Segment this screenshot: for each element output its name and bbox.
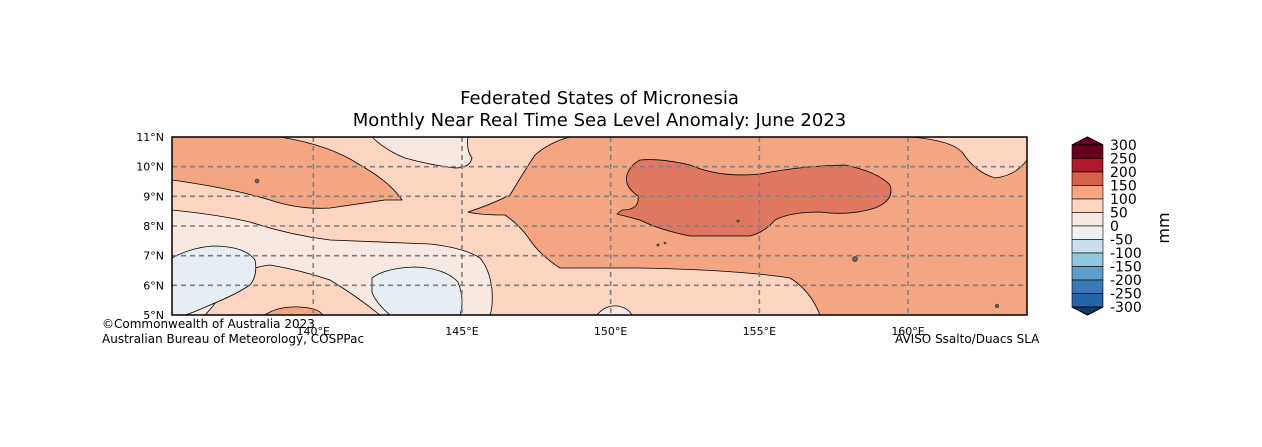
colorbar-segment — [1071, 158, 1104, 173]
colorbar-segment — [1071, 198, 1104, 213]
lat-tick-label: 5°N — [143, 309, 164, 322]
island — [736, 219, 740, 223]
contour-region-small-50 — [596, 305, 633, 315]
colorbar-extend-bottom — [1071, 306, 1104, 316]
island — [254, 178, 260, 184]
colorbar-tick-label: -300 — [1110, 300, 1142, 316]
colorbar-segment — [1071, 266, 1104, 281]
colorbar-tick-label: 0 — [1110, 219, 1119, 235]
colorbar-tick-label: -250 — [1110, 287, 1142, 303]
contour-region-200 — [616, 159, 892, 237]
colorbar-tick-label: 150 — [1110, 179, 1137, 195]
lat-tick-label: 9°N — [143, 190, 164, 203]
bureau-credit: Australian Bureau of Meteorology, COSPPa… — [102, 332, 365, 346]
colorbar-segment — [1071, 212, 1104, 227]
contour-region-west-negative — [172, 245, 257, 315]
colorbar-extend-top — [1071, 136, 1104, 146]
island — [663, 241, 667, 245]
colorbar-segment — [1071, 279, 1104, 294]
lon-tick-label: 155°E — [743, 325, 776, 338]
island — [852, 256, 858, 262]
colorbar: 300250200150100500-50-100-150-200-250-30… — [1071, 136, 1173, 316]
contour-region-north-50 — [371, 137, 473, 169]
colorbar-tick-label: 250 — [1110, 152, 1137, 168]
contour-region-nw-150 — [172, 137, 403, 209]
data-source-credit: AVISO Ssalto/Duacs SLA — [895, 332, 1040, 346]
colorbar-tick-label: 50 — [1110, 206, 1128, 222]
colorbar-segment — [1071, 225, 1104, 240]
colorbar-tick-label: 300 — [1110, 138, 1137, 154]
colorbar-tick-label: -100 — [1110, 246, 1142, 262]
latitude-labels: 5°N 6°N 7°N 8°N 9°N 10°N 11°N — [136, 131, 164, 322]
colorbar-segment — [1071, 239, 1104, 254]
lon-tick-label: 140°E — [297, 325, 330, 338]
colorbar-tick-label: 100 — [1110, 192, 1137, 208]
colorbar-segment — [1071, 185, 1104, 200]
lat-tick-label: 6°N — [143, 279, 164, 292]
lat-tick-label: 7°N — [143, 250, 164, 263]
colorbar-unit-label: mm — [1154, 212, 1173, 243]
contour-region-central-negative — [371, 266, 463, 315]
colorbar-segment — [1071, 293, 1104, 308]
colorbar-segment — [1071, 171, 1104, 186]
islands — [254, 178, 1000, 309]
colorbar-segment — [1071, 252, 1104, 267]
longitude-labels: 140°E 145°E 150°E 155°E 160°E — [297, 325, 925, 338]
lon-tick-label: 145°E — [445, 325, 478, 338]
colorbar-segment — [1071, 144, 1104, 159]
lon-tick-label: 160°E — [891, 325, 924, 338]
contour-region-small-150 — [264, 306, 324, 315]
lat-tick-label: 8°N — [143, 220, 164, 233]
lon-tick-label: 150°E — [594, 325, 627, 338]
title-line-1: Federated States of Micronesia — [460, 88, 739, 109]
gridlines — [172, 137, 1027, 315]
lat-tick-label: 11°N — [136, 131, 164, 144]
island — [994, 303, 1000, 309]
colorbar-tick-label: 200 — [1110, 165, 1137, 181]
colorbar-tick-label: -150 — [1110, 260, 1142, 276]
title-line-2: Monthly Near Real Time Sea Level Anomaly… — [352, 110, 847, 131]
colorbar-tick-label: -50 — [1110, 233, 1133, 249]
lat-tick-label: 10°N — [136, 161, 164, 174]
copyright-credit: ©Commonwealth of Australia 2023 — [102, 317, 315, 331]
map-frame — [171, 136, 1028, 316]
colorbar-tick-label: -200 — [1110, 273, 1142, 289]
island — [656, 243, 660, 247]
